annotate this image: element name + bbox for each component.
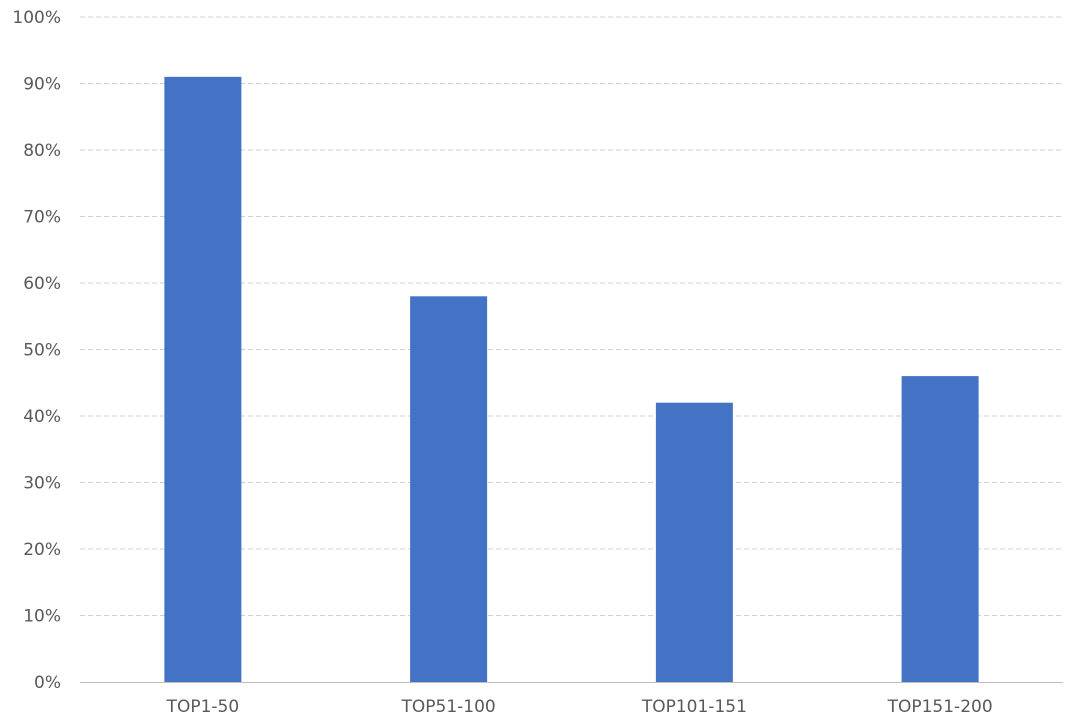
y-tick-label: 100%: [12, 8, 61, 28]
x-tick-label: TOP101-151: [641, 697, 747, 717]
y-tick-label: 10%: [23, 607, 61, 627]
x-tick-label: TOP51-100: [401, 697, 496, 717]
y-tick-label: 30%: [23, 474, 61, 494]
x-tick-label: TOP151-200: [887, 697, 993, 717]
y-tick-label: 90%: [23, 75, 61, 95]
bar-top51-100: [410, 296, 488, 682]
x-tick-label: TOP1-50: [166, 697, 240, 717]
bar-top1-50: [164, 76, 242, 683]
y-tick-label: 20%: [23, 540, 61, 560]
y-tick-label: 0%: [34, 673, 61, 693]
y-tick-label: 80%: [23, 141, 61, 161]
y-tick-label: 40%: [23, 407, 61, 427]
y-tick-label: 50%: [23, 341, 61, 361]
y-tick-label: 60%: [23, 274, 61, 294]
y-tick-label: 70%: [23, 208, 61, 228]
bar-top101-151: [655, 402, 733, 682]
bar-top151-200: [901, 376, 979, 682]
